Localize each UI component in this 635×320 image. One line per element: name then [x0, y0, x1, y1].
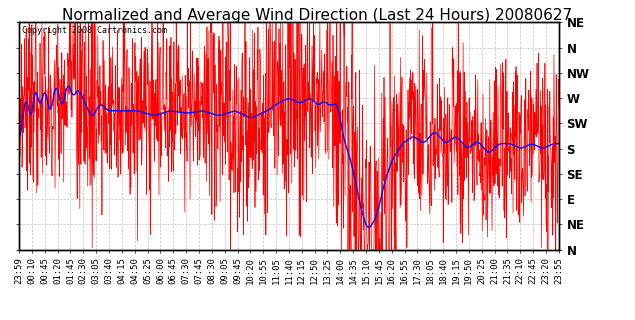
Text: Normalized and Average Wind Direction (Last 24 Hours) 20080627: Normalized and Average Wind Direction (L…	[62, 8, 573, 23]
Text: Copyright 2008 Cartronics.com: Copyright 2008 Cartronics.com	[22, 26, 167, 35]
